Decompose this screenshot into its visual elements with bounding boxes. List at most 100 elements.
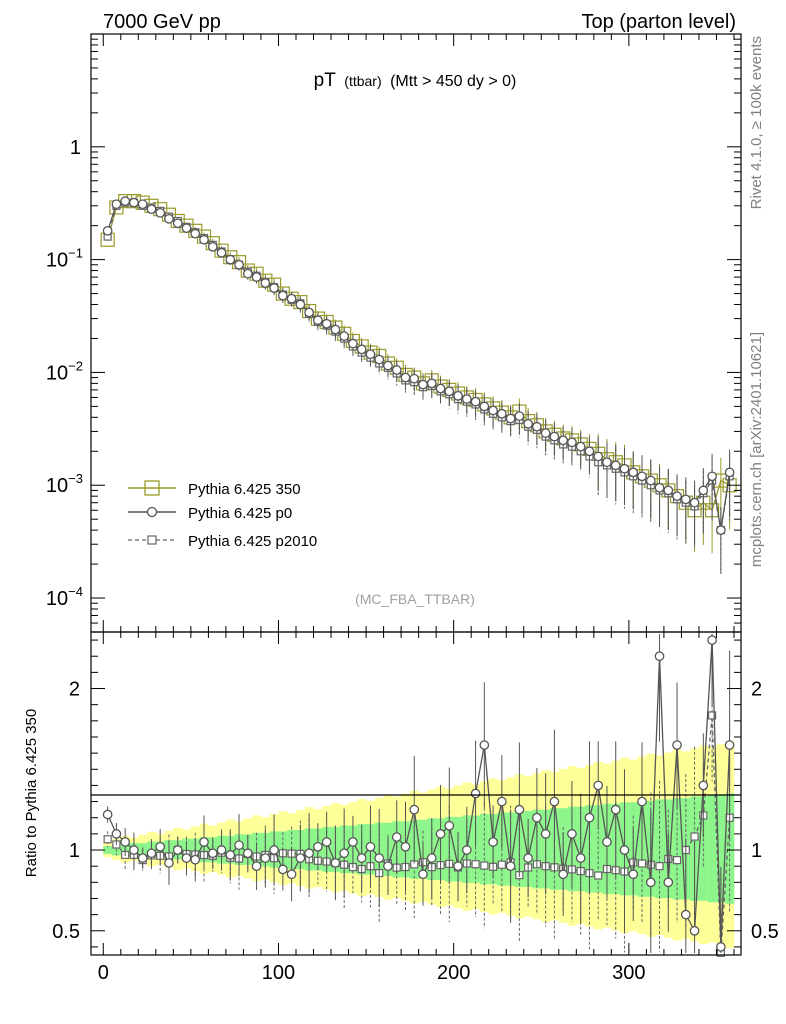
pythia-p0-point — [269, 283, 279, 293]
p0-ratio-point — [356, 853, 367, 863]
ratio-band-inner — [716, 795, 726, 903]
p2010-ratio-point — [471, 860, 480, 869]
p0-ratio-point — [698, 780, 709, 791]
pythia-p0-point — [120, 196, 131, 206]
p0-ratio-point — [295, 853, 306, 863]
pythia-p0-point — [461, 394, 472, 404]
pythia-p0-point — [181, 223, 192, 234]
side-label-mcplots: mcplots.cern.ch [arXiv:2401.10621] — [748, 332, 765, 567]
pythia-p0-point — [137, 199, 148, 210]
p0-ratio-point — [540, 829, 551, 839]
p0-ratio-point — [514, 804, 525, 815]
pythia-p0-point — [532, 421, 542, 432]
pythia-p0-point — [321, 318, 332, 329]
pythia-p0-point — [374, 354, 385, 365]
p0-ratio-point — [418, 869, 428, 880]
pythia-p0-point — [584, 446, 595, 457]
pythia-p0-point — [645, 475, 656, 486]
p0-ratio-point — [453, 861, 463, 872]
pythia-350-line — [107, 200, 730, 512]
pythia-p0-point — [426, 378, 437, 389]
p0-ratio-point — [251, 861, 262, 872]
p0-ratio-point — [575, 853, 586, 863]
pythia-p0-point — [286, 293, 297, 304]
p0-ratio-point — [444, 820, 455, 831]
ratio-band-inner — [707, 795, 717, 903]
pythia-p0-point — [111, 199, 122, 210]
legend-item-350: Pythia 6.425 350 — [128, 480, 301, 498]
p0-ratio-point — [225, 850, 236, 860]
p0-ratio-point — [619, 845, 630, 855]
p0-ratio-point — [680, 909, 691, 920]
pythia-p0-point — [470, 396, 481, 407]
pythia-p0-point — [724, 467, 735, 478]
pythia-p0-point — [593, 451, 604, 462]
pythia-p0-point — [707, 471, 717, 482]
main-y-tick-label: 10−1 — [46, 246, 83, 272]
p0-ratio-point — [707, 635, 717, 645]
pythia-p0-point — [628, 467, 639, 478]
p0-ratio-point — [549, 796, 560, 807]
pythia-p0-point — [444, 386, 455, 397]
pythia-p0-point — [216, 247, 227, 258]
p0-ratio-point — [269, 845, 279, 855]
legend: Pythia 6.425 350 Pythia 6.425 p0 Pythia … — [128, 480, 317, 550]
x-tick-label: 200 — [437, 962, 470, 984]
pythia-p0-point — [418, 379, 428, 390]
pythia-p0-point — [689, 497, 700, 508]
p0-ratio-point — [400, 841, 411, 852]
header-left: 7000 GeV pp — [103, 11, 221, 33]
pythia-p0-point — [558, 435, 569, 446]
p0-ratio-point — [567, 829, 577, 839]
pythia-p0-point — [453, 390, 463, 401]
p0-ratio-point — [532, 812, 542, 823]
p0-ratio-point — [348, 837, 358, 847]
p2010-ratio-point — [594, 871, 603, 880]
p0-ratio-point — [129, 845, 139, 855]
legend-label-p0: Pythia 6.425 p0 — [188, 505, 292, 522]
main-y-tick-label: 10−4 — [46, 584, 83, 610]
p0-ratio-point — [111, 829, 122, 839]
p0-ratio-point — [260, 853, 271, 863]
pythia-p0-point — [225, 254, 236, 265]
title-sub: (ttbar) — [344, 73, 381, 89]
legend-marker-p2010 — [147, 535, 157, 545]
p0-ratio-point — [426, 853, 437, 863]
pythia-p0-point — [164, 213, 174, 224]
p0-ratio-point — [409, 804, 420, 815]
p0-ratio-point — [242, 848, 253, 859]
p0-ratio-point — [637, 796, 647, 807]
main-y-tick-label: 1 — [70, 137, 81, 159]
p0-ratio-point — [610, 804, 621, 815]
p0-ratio-point — [234, 840, 244, 851]
p2010-ratio-point — [480, 861, 489, 870]
pythia-p0-point — [391, 365, 402, 375]
pythia-p0-point — [400, 372, 411, 383]
axes: 0 100 200 300 1 10−1 10−2 10−3 10−4 0.5 0.5 1 1 2 2 — [46, 33, 779, 984]
p0-ratio-point — [207, 848, 218, 859]
pythia-p0-point — [619, 463, 630, 474]
p0-ratio-point — [496, 796, 507, 807]
pythia-p0-point — [567, 437, 577, 448]
ratio-y-tick-label-left: 1 — [69, 840, 80, 862]
ratio-y-tick-label-right: 1 — [751, 840, 762, 862]
pythia-p0-point — [505, 413, 516, 424]
pythia-p0-point — [155, 207, 166, 218]
legend-label-p2010: Pythia 6.425 p2010 — [188, 533, 317, 550]
p0-ratio-point — [313, 841, 323, 852]
pythia-p0-point — [330, 324, 341, 335]
pythia-p0-point — [435, 383, 446, 394]
legend-marker-p0 — [146, 506, 158, 518]
chart-title: pT (ttbar) (Mtt > 450 dy > 0) — [314, 70, 517, 91]
pythia-p0-point — [356, 344, 367, 355]
x-tick-label: 100 — [262, 962, 295, 984]
pythia-p0-point — [488, 405, 498, 416]
pythia-p0-point — [575, 441, 586, 452]
ratio-y-tick-label-right: 2 — [751, 679, 762, 701]
p0-ratio-point — [654, 651, 665, 662]
pythia-p0-point — [610, 460, 621, 471]
header-right: Top (parton level) — [581, 11, 736, 33]
pythia-p0-point — [339, 331, 350, 341]
p0-ratio-point — [321, 837, 332, 847]
